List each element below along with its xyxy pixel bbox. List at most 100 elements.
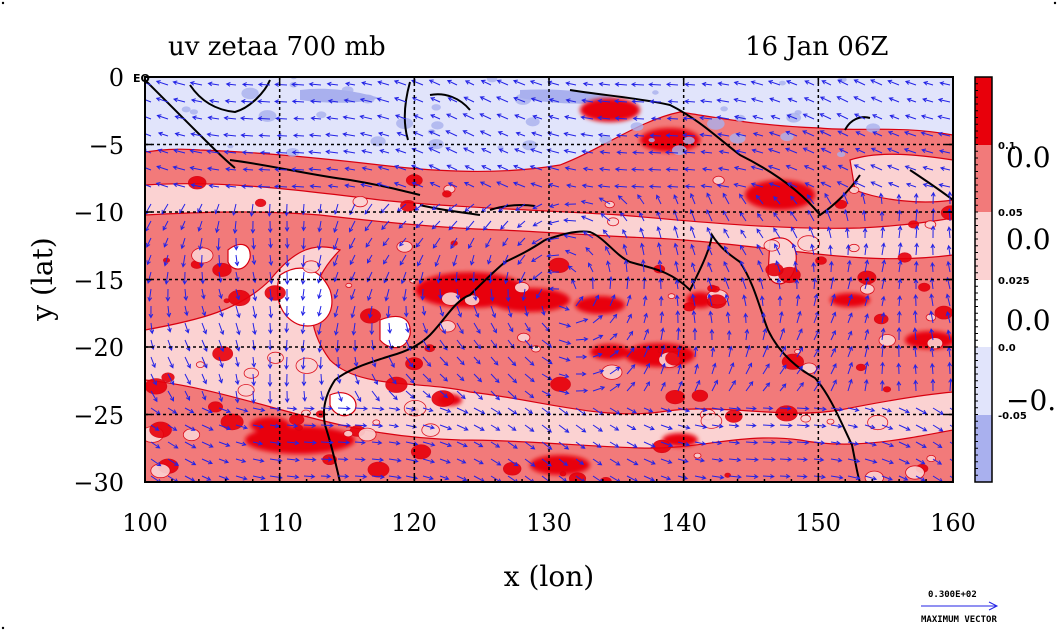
wind-vector-arrow	[388, 440, 401, 446]
wind-vector-arrow	[359, 131, 373, 137]
wind-vector-arrow	[706, 226, 713, 239]
wind-vector-arrow	[517, 220, 526, 228]
wind-vector-arrow	[308, 166, 322, 172]
wind-vector-arrow	[252, 322, 257, 336]
wind-vector-arrow	[250, 220, 256, 234]
wind-vector-arrow	[300, 339, 306, 353]
wind-vector-arrow	[701, 81, 713, 87]
wind-vector-arrow	[643, 312, 648, 324]
wind-vector-arrow	[930, 225, 936, 239]
wind-vector-arrow	[456, 356, 465, 366]
wind-vector-arrow	[575, 388, 589, 394]
wind-vector-arrow	[388, 406, 401, 412]
x-tick-label: 140	[661, 509, 707, 537]
wind-vector-arrow	[756, 212, 764, 222]
wind-vector-arrow	[473, 390, 484, 401]
max-vector-arrowhead	[988, 601, 999, 611]
wind-vector-arrow	[915, 475, 926, 482]
wind-vector-arrow	[691, 310, 697, 324]
wind-vector-arrow	[234, 254, 240, 267]
wind-vector-arrow	[333, 288, 339, 300]
wind-vector-arrow	[896, 362, 902, 375]
max-vector-value: 0.300E+02	[928, 590, 977, 600]
wind-vector-arrow	[303, 457, 317, 462]
wind-vector-arrow	[813, 440, 826, 446]
wind-vector-arrow	[898, 475, 909, 481]
wind-vector-arrow	[259, 150, 271, 156]
wind-vector-arrow	[371, 356, 377, 368]
wind-vector-arrow	[253, 493, 265, 497]
wind-vector-arrow	[650, 116, 662, 122]
field-speckle	[864, 470, 884, 482]
wind-vector-arrow	[422, 356, 432, 368]
field-speckle	[396, 240, 413, 253]
colorbar-swatch	[975, 415, 992, 482]
wind-vector-arrow	[692, 327, 698, 341]
wind-vector-arrow	[775, 260, 781, 273]
wind-vector-arrow	[853, 164, 866, 171]
wind-vector-arrow	[371, 390, 380, 402]
wind-vector-arrow	[563, 218, 577, 223]
wind-vector-arrow	[310, 116, 322, 121]
wind-vector-arrow	[830, 347, 836, 358]
corner-mark	[1053, 1, 1057, 5]
wind-vector-arrow	[717, 81, 730, 87]
wind-vector-arrow	[525, 493, 533, 499]
x-axis: 100 110 120 130 140 150 160	[122, 509, 976, 537]
colorbar-ticks	[975, 76, 978, 483]
coastline-borneo	[189, 79, 271, 114]
wind-vector-arrow	[432, 237, 441, 249]
wind-vector-arrow	[585, 247, 594, 256]
wind-vector-arrow	[770, 114, 781, 120]
wind-vector-arrow	[473, 373, 483, 383]
wind-vector-arrow	[830, 440, 841, 446]
wind-vector-arrow	[879, 379, 885, 392]
wind-vector-arrow	[201, 458, 213, 465]
wind-vector-arrow	[932, 441, 943, 448]
wind-vector-arrow	[676, 327, 681, 341]
wind-vector-arrow	[224, 98, 237, 104]
y-tick-label: −5	[89, 132, 124, 160]
wind-vector-arrow	[898, 441, 911, 448]
wind-vector-arrow	[810, 243, 815, 256]
wind-vector-arrow	[762, 382, 771, 392]
wind-vector-arrow	[694, 457, 706, 463]
wind-vector-arrow	[507, 441, 518, 449]
wind-vector-arrow	[861, 209, 867, 222]
y-tick-label: −30	[73, 469, 124, 497]
wind-vector-arrow	[821, 165, 832, 171]
field-speckle	[908, 220, 920, 229]
wind-vector-arrow	[369, 322, 375, 336]
wind-vector-arrow	[707, 293, 713, 307]
wind-vector-arrow	[896, 380, 902, 392]
wind-vector-arrow	[758, 277, 764, 290]
wind-vector-arrow	[683, 167, 696, 172]
wind-vector-arrow	[592, 294, 600, 307]
wind-vector-arrow	[156, 165, 169, 171]
wind-vector-arrow	[665, 82, 679, 87]
wind-vector-arrow	[157, 148, 169, 154]
wind-vectors	[145, 79, 953, 499]
wind-vector-arrow	[337, 473, 350, 479]
field-speckle	[724, 409, 743, 423]
wind-vector-arrow	[864, 475, 878, 481]
wind-vector-arrow	[780, 491, 790, 495]
wind-vector-arrow	[622, 243, 628, 256]
wind-vector-arrow	[872, 131, 883, 137]
wind-vector-arrow	[767, 148, 781, 154]
wind-vector-arrow	[218, 356, 224, 369]
wind-vector-arrow	[284, 322, 290, 334]
wind-vector-arrow	[896, 193, 902, 205]
wind-vector-arrow	[763, 491, 772, 495]
wind-vector-arrow	[225, 82, 237, 87]
wind-vector-arrow	[599, 149, 611, 155]
wind-vector-arrow	[600, 213, 611, 222]
field-speckle	[289, 413, 305, 426]
wind-vector-arrow	[258, 133, 271, 138]
wind-vector-arrow	[880, 226, 886, 239]
wind-vector-arrow	[945, 293, 951, 307]
wind-vector-arrow	[234, 390, 240, 404]
wind-vector-arrow	[225, 183, 237, 189]
wind-vector-arrow	[337, 440, 351, 445]
wind-vector-arrow	[378, 131, 390, 137]
